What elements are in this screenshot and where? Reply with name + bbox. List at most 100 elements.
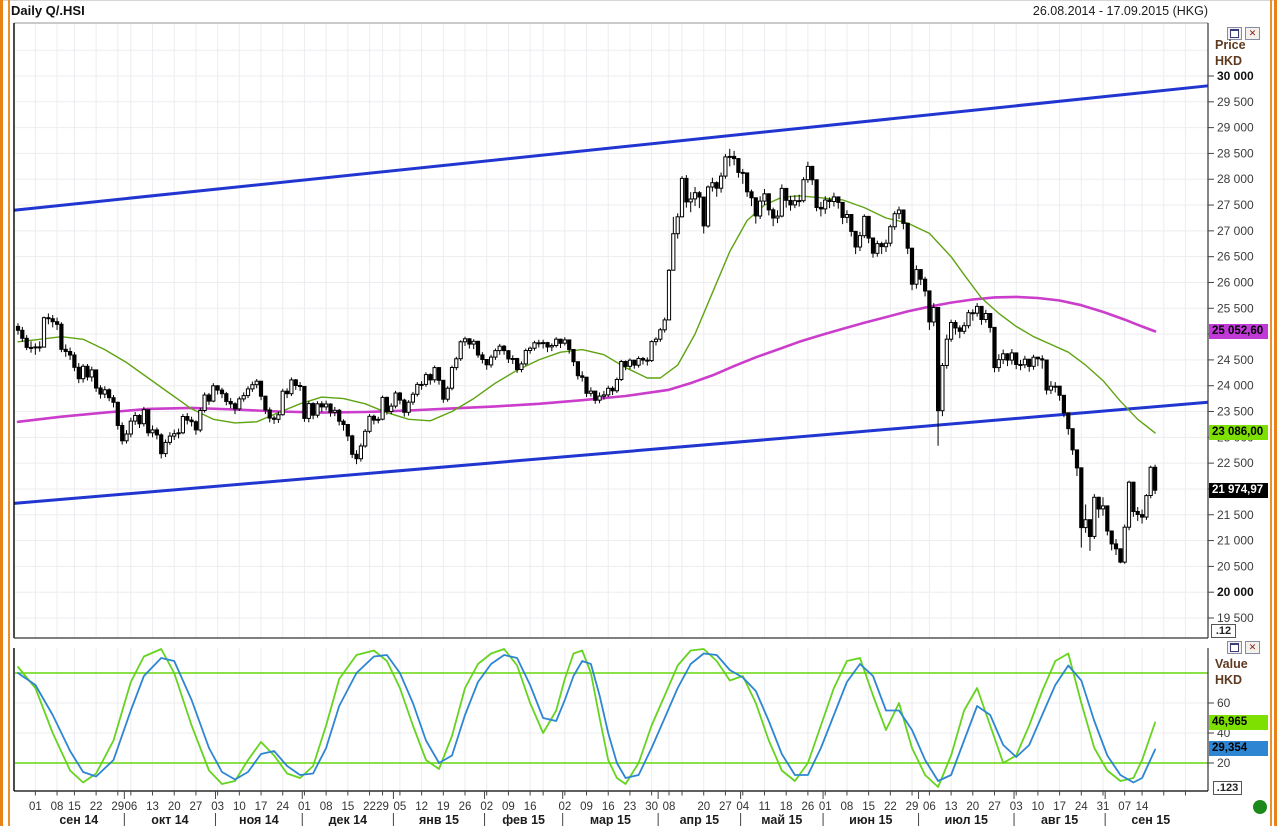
svg-text:27: 27 (719, 801, 732, 813)
close-button[interactable]: ✕ (1245, 27, 1260, 40)
svg-text:20: 20 (966, 801, 979, 813)
time-axis-labels: 01 08 15 22 29 06 13 20 27 03 10 17 24 01 08 15 22 29 05 12… (29, 791, 1186, 826)
svg-text:19: 19 (437, 801, 450, 813)
svg-text:01: 01 (819, 801, 832, 813)
value-decimal-selector[interactable]: .123 (1213, 781, 1242, 795)
svg-text:14: 14 (1136, 801, 1149, 813)
svg-text:04: 04 (736, 801, 749, 813)
price-decimal-selector[interactable]: .12 (1211, 624, 1236, 638)
svg-text:29: 29 (906, 801, 919, 813)
main-panel-buttons: ✕ (1227, 27, 1260, 40)
svg-text:29 000: 29 000 (1217, 121, 1254, 135)
svg-text:янв 15: янв 15 (419, 813, 459, 826)
svg-text:27 000: 27 000 (1217, 224, 1254, 238)
svg-text:23 500: 23 500 (1217, 405, 1254, 419)
svg-text:27 500: 27 500 (1217, 198, 1254, 212)
stochastic-layer (15, 648, 1208, 788)
close-icon: ✕ (1248, 28, 1257, 38)
price-axis-labels: 30 000 29 500 29 000 28 500 28 000 27 500 27 0… (1208, 69, 1254, 625)
chart-title: Daily Q/.HSI (11, 3, 85, 18)
svg-text:16: 16 (602, 801, 615, 813)
svg-text:15: 15 (862, 801, 875, 813)
svg-text:05: 05 (394, 801, 407, 813)
svg-text:16: 16 (524, 801, 537, 813)
candles-layer (15, 148, 1158, 564)
connection-status-icon (1253, 800, 1267, 814)
svg-text:20: 20 (168, 801, 181, 813)
svg-text:02: 02 (558, 801, 571, 813)
svg-text:авг 15: авг 15 (1041, 813, 1078, 826)
svg-text:24: 24 (1075, 801, 1088, 813)
restore-icon (1230, 29, 1239, 38)
svg-text:60: 60 (1217, 696, 1231, 710)
restore-icon (1230, 643, 1239, 652)
svg-text:26 500: 26 500 (1217, 250, 1254, 264)
svg-text:окт 14: окт 14 (151, 813, 188, 826)
svg-text:29: 29 (111, 801, 124, 813)
svg-text:22 500: 22 500 (1217, 456, 1254, 470)
ma-short-price-badge: 23 086,00 (1209, 425, 1268, 440)
svg-text:20: 20 (697, 801, 710, 813)
svg-text:15: 15 (341, 801, 354, 813)
svg-text:сен 15: сен 15 (1131, 813, 1170, 826)
svg-text:08: 08 (841, 801, 854, 813)
title-bar[interactable]: Daily Q/.HSI 26.08.2014 - 17.09.2015 (HK… (10, 2, 1208, 22)
price-axis-currency: HKD (1215, 54, 1243, 68)
svg-text:26 000: 26 000 (1217, 275, 1254, 289)
svg-text:27: 27 (988, 801, 1001, 813)
svg-text:24 000: 24 000 (1217, 379, 1254, 393)
svg-text:01: 01 (29, 801, 42, 813)
svg-text:22: 22 (363, 801, 376, 813)
svg-text:08: 08 (320, 801, 333, 813)
value-axis-currency: HKD (1215, 673, 1243, 687)
svg-text:30 000: 30 000 (1217, 69, 1254, 83)
window-border-left-inner (8, 0, 10, 826)
lower-close-button[interactable]: ✕ (1245, 641, 1260, 654)
svg-text:24: 24 (276, 801, 289, 813)
svg-text:08: 08 (663, 801, 676, 813)
svg-text:06: 06 (923, 801, 936, 813)
svg-text:30: 30 (645, 801, 658, 813)
lower-panel-buttons: ✕ (1227, 641, 1260, 654)
price-axis-title: Price (1215, 38, 1246, 52)
svg-text:фев 15: фев 15 (502, 813, 545, 826)
restore-button[interactable] (1227, 27, 1242, 40)
svg-text:09: 09 (580, 801, 593, 813)
svg-text:ноя 14: ноя 14 (239, 813, 279, 826)
svg-text:07: 07 (1118, 801, 1131, 813)
gridlines (15, 24, 1208, 791)
window-border-right-inner (1270, 0, 1272, 826)
svg-text:апр 15: апр 15 (680, 813, 720, 826)
svg-text:02: 02 (480, 801, 493, 813)
svg-text:12: 12 (415, 801, 428, 813)
oscillator-plot-area[interactable] (14, 648, 1208, 791)
svg-text:июл 15: июл 15 (945, 813, 988, 826)
svg-text:20 500: 20 500 (1217, 559, 1254, 573)
svg-text:21 500: 21 500 (1217, 508, 1254, 522)
svg-text:31: 31 (1097, 801, 1110, 813)
svg-text:01: 01 (298, 801, 311, 813)
svg-text:27: 27 (190, 801, 203, 813)
trend-channel-lines (13, 84, 1209, 505)
svg-text:дек 14: дек 14 (329, 813, 368, 826)
last-price-badge: 21 974,97 (1209, 483, 1268, 498)
svg-text:10: 10 (1032, 801, 1045, 813)
svg-text:21 000: 21 000 (1217, 534, 1254, 548)
svg-text:13: 13 (146, 801, 159, 813)
date-range: 26.08.2014 - 17.09.2015 (HKG) (1032, 4, 1208, 18)
lower-restore-button[interactable] (1227, 641, 1242, 654)
svg-text:28 500: 28 500 (1217, 146, 1254, 160)
svg-text:17: 17 (1053, 801, 1066, 813)
svg-text:июн 15: июн 15 (849, 813, 892, 826)
svg-text:11: 11 (759, 801, 771, 813)
svg-text:13: 13 (945, 801, 958, 813)
main-plot-area[interactable] (14, 23, 1208, 638)
svg-text:03: 03 (1010, 801, 1023, 813)
svg-text:06: 06 (124, 801, 137, 813)
stoch-slow-badge: 29,354 (1209, 741, 1268, 756)
svg-text:20 000: 20 000 (1217, 585, 1254, 599)
svg-text:17: 17 (255, 801, 268, 813)
svg-text:22: 22 (90, 801, 103, 813)
svg-text:25 500: 25 500 (1217, 301, 1254, 315)
window-top-border (0, 0, 1277, 1)
